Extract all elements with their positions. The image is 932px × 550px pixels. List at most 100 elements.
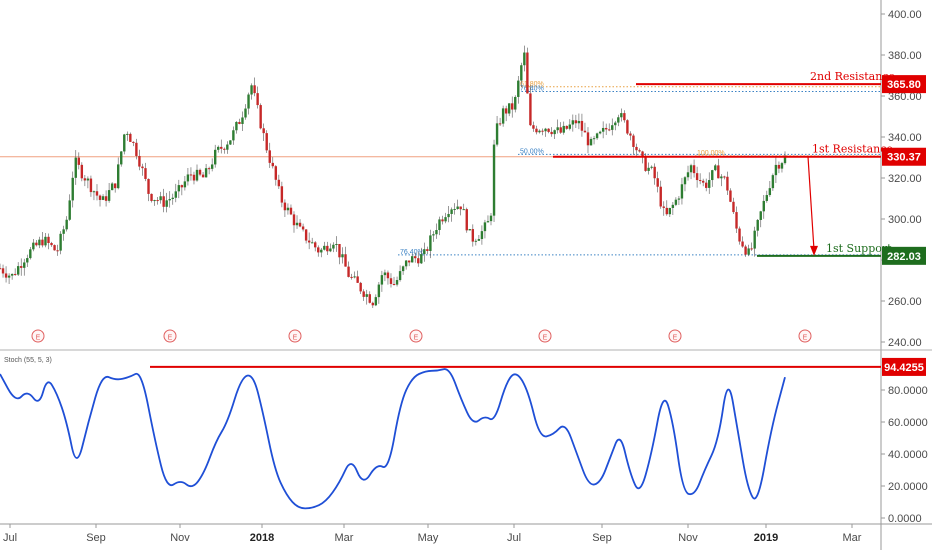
candle-body — [353, 276, 356, 278]
candle-body — [450, 209, 453, 214]
candle-body — [632, 135, 635, 147]
candle-body — [292, 214, 296, 226]
candle-body — [701, 180, 705, 183]
candle-body — [335, 243, 338, 245]
candle-body — [104, 196, 108, 201]
candle-body — [629, 133, 632, 136]
candle-body — [123, 134, 126, 152]
candle-body — [671, 204, 675, 208]
candle-body — [289, 207, 293, 215]
level-badge-text: 365.80 — [887, 79, 921, 91]
candle-body — [126, 133, 129, 135]
candle-body — [265, 133, 268, 151]
candle-body — [162, 196, 165, 207]
time-tick-label: Jul — [507, 532, 521, 544]
candle-body — [89, 178, 93, 193]
candle-body — [323, 245, 326, 250]
candle-body — [156, 200, 159, 202]
candle-body — [404, 260, 408, 267]
candle-body — [486, 221, 490, 223]
candle-body — [686, 172, 690, 178]
candle-body — [350, 276, 353, 278]
candle-body — [220, 146, 223, 149]
candle-body — [238, 121, 241, 124]
candle-body — [101, 196, 105, 200]
candle-body — [574, 120, 578, 124]
candle-body — [759, 211, 762, 220]
candle-body — [241, 117, 244, 124]
candle-body — [598, 131, 602, 134]
candle-body — [429, 235, 432, 251]
candle-body — [247, 94, 250, 109]
earnings-marker-label: E — [36, 335, 41, 342]
earnings-marker — [798, 329, 812, 343]
candle-body — [259, 105, 262, 129]
candle-body — [13, 273, 17, 275]
candle-body — [16, 266, 20, 275]
candle-body — [601, 127, 605, 132]
indicator-label: Stoch (55, 5, 3) — [4, 357, 52, 364]
candle-body — [1, 268, 5, 274]
earnings-marker — [538, 329, 552, 343]
candle-body — [135, 142, 138, 156]
candle-body — [138, 155, 141, 167]
candle-body — [7, 275, 11, 278]
candle-body — [641, 151, 644, 157]
candle-body — [665, 207, 668, 215]
candle-body — [165, 200, 168, 207]
candle-body — [680, 184, 684, 199]
candle-body — [562, 125, 565, 133]
candle-body — [286, 207, 290, 211]
candle-body — [738, 228, 741, 242]
price-tick-label: 300.00 — [888, 214, 922, 226]
candle-body — [468, 229, 471, 231]
candle-body — [59, 233, 62, 251]
time-tick-label: Nov — [678, 532, 698, 544]
candle-body — [720, 176, 723, 179]
candle-body — [356, 276, 359, 283]
candle-body — [477, 239, 481, 241]
candle-body — [592, 138, 596, 140]
candle-body — [544, 128, 547, 132]
candle-body — [362, 291, 365, 297]
candle-body — [301, 226, 305, 230]
candle-body — [326, 245, 329, 252]
candle-body — [465, 209, 468, 231]
candle-body — [92, 191, 96, 193]
projection-arrowhead — [810, 245, 818, 256]
earnings-marker — [31, 329, 45, 343]
candle-body — [380, 275, 384, 285]
candle-body — [98, 195, 102, 200]
candle-body — [71, 177, 74, 201]
candle-body — [147, 178, 150, 194]
candle-body — [492, 144, 496, 216]
candle-body — [395, 280, 399, 285]
candle-body — [295, 222, 299, 226]
candle-body — [689, 165, 693, 173]
candle-body — [274, 166, 278, 180]
candle-body — [747, 248, 750, 255]
candles — [0, 45, 787, 309]
level-badge — [882, 246, 926, 265]
time-tick-label: Jul — [3, 532, 17, 544]
candle-body — [480, 231, 484, 240]
candle-body — [783, 155, 787, 164]
candle-body — [501, 108, 505, 124]
stoch-level-badge-text: 94.4255 — [884, 362, 924, 374]
price-tick-label: 320.00 — [888, 173, 922, 185]
candle-body — [717, 165, 720, 179]
fibonacci-label: 61.80% — [520, 81, 544, 88]
candle-body — [83, 178, 87, 181]
candle-body — [20, 266, 23, 268]
candle-body — [250, 85, 253, 95]
candle-body — [653, 166, 656, 179]
candle-body — [77, 157, 81, 165]
fibonacci-label: 76.40% — [520, 85, 544, 92]
earnings-marker — [668, 329, 682, 343]
candle-body — [80, 164, 84, 179]
candle-body — [189, 174, 193, 176]
candle-body — [47, 236, 50, 243]
candle-body — [586, 132, 590, 146]
